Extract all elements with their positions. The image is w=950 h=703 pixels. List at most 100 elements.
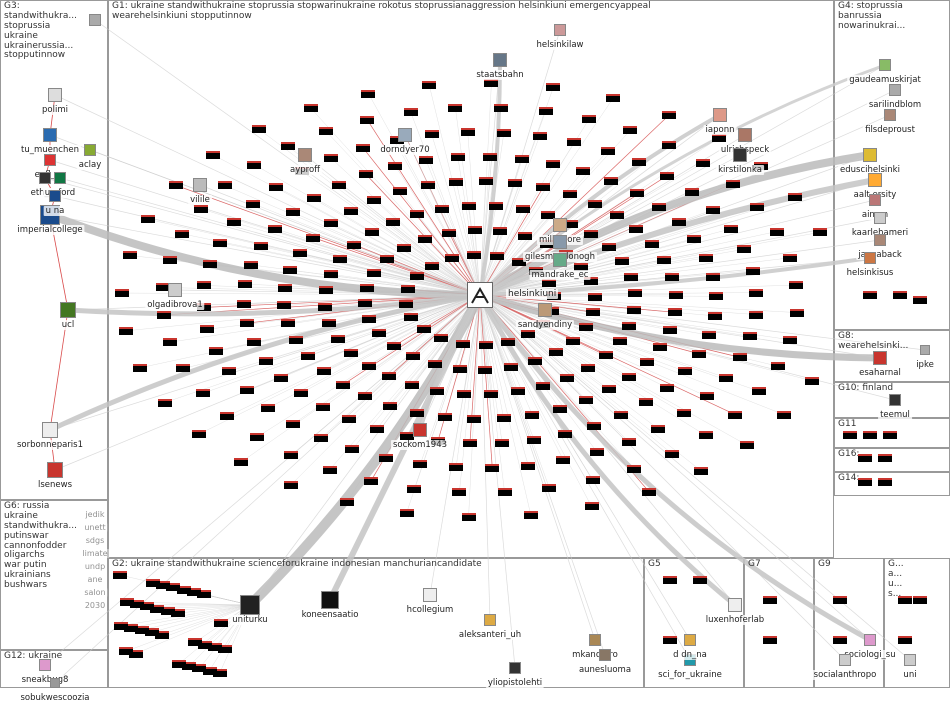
spiral-node[interactable]: [576, 167, 590, 175]
spiral-node[interactable]: [604, 177, 618, 185]
node-gilesmacdonogh[interactable]: [553, 235, 567, 249]
spiral-node[interactable]: [222, 367, 236, 375]
spiral-node[interactable]: [484, 390, 498, 398]
spiral-node[interactable]: [158, 399, 172, 407]
spiral-node[interactable]: [284, 481, 298, 489]
spiral-node[interactable]: [501, 338, 515, 346]
node-aunesluoma[interactable]: [599, 649, 611, 661]
spiral-node[interactable]: [652, 203, 666, 211]
spiral-node[interactable]: [624, 273, 638, 281]
spiral-node[interactable]: [435, 205, 449, 213]
spiral-node[interactable]: [422, 81, 436, 89]
spiral-node[interactable]: [630, 189, 644, 197]
spiral-node[interactable]: [539, 107, 553, 115]
spiral-node[interactable]: [706, 273, 720, 281]
spiral-node[interactable]: [234, 458, 248, 466]
spiral-node[interactable]: [660, 172, 674, 180]
spiral-node[interactable]: [581, 364, 595, 372]
spiral-node[interactable]: [194, 205, 208, 213]
spiral-node[interactable]: [286, 208, 300, 216]
mini-node[interactable]: [858, 454, 872, 462]
spiral-node[interactable]: [324, 219, 338, 227]
spiral-node[interactable]: [356, 144, 370, 152]
spiral-node[interactable]: [278, 284, 292, 292]
g2-node[interactable]: [113, 571, 127, 579]
spiral-node[interactable]: [203, 260, 217, 268]
spiral-node[interactable]: [542, 279, 556, 287]
node-ipke[interactable]: [920, 345, 930, 355]
node-gaudeamuskirjat[interactable]: [879, 59, 891, 71]
spiral-node[interactable]: [587, 422, 601, 430]
spiral-node[interactable]: [445, 254, 459, 262]
spiral-node[interactable]: [237, 300, 251, 308]
spiral-node[interactable]: [737, 245, 751, 253]
spiral-node[interactable]: [525, 411, 539, 419]
node-center-helsinkiuni[interactable]: [467, 282, 493, 308]
spiral-node[interactable]: [622, 438, 636, 446]
mini-node[interactable]: [913, 596, 927, 604]
spiral-node[interactable]: [344, 349, 358, 357]
spiral-node[interactable]: [361, 90, 375, 98]
spiral-node[interactable]: [401, 285, 415, 293]
spiral-node[interactable]: [281, 319, 295, 327]
node-imperialcollege[interactable]: [40, 205, 60, 225]
spiral-node[interactable]: [347, 241, 361, 249]
node-uni9[interactable]: [904, 654, 916, 666]
spiral-node[interactable]: [485, 464, 499, 472]
spiral-node[interactable]: [699, 431, 713, 439]
spiral-node[interactable]: [463, 439, 477, 447]
spiral-node[interactable]: [304, 104, 318, 112]
mini-node[interactable]: [898, 596, 912, 604]
spiral-node[interactable]: [364, 477, 378, 485]
spiral-node[interactable]: [399, 300, 413, 308]
spiral-node[interactable]: [660, 384, 674, 392]
spiral-node[interactable]: [407, 485, 421, 493]
node-hcollegium[interactable]: [423, 588, 437, 602]
spiral-node[interactable]: [642, 488, 656, 496]
spiral-node[interactable]: [244, 261, 258, 269]
spiral-node[interactable]: [133, 364, 147, 372]
spiral-node[interactable]: [269, 183, 283, 191]
node-aclay[interactable]: [84, 144, 96, 156]
spiral-node[interactable]: [672, 218, 686, 226]
node-aleksanteri_uh[interactable]: [484, 614, 496, 626]
spiral-node[interactable]: [602, 243, 616, 251]
spiral-node[interactable]: [478, 366, 492, 374]
spiral-node[interactable]: [382, 372, 396, 380]
spiral-node[interactable]: [410, 272, 424, 280]
spiral-node[interactable]: [783, 254, 797, 262]
spiral-node[interactable]: [590, 448, 604, 456]
spiral-node[interactable]: [388, 162, 402, 170]
spiral-node[interactable]: [588, 200, 602, 208]
spiral-node[interactable]: [365, 228, 379, 236]
node-yliopistolehti[interactable]: [509, 662, 521, 674]
spiral-node[interactable]: [512, 258, 526, 266]
spiral-node[interactable]: [542, 484, 556, 492]
spiral-node[interactable]: [651, 425, 665, 433]
spiral-node[interactable]: [521, 462, 535, 470]
spiral-node[interactable]: [425, 130, 439, 138]
spiral-node[interactable]: [192, 430, 206, 438]
spiral-node[interactable]: [319, 286, 333, 294]
spiral-node[interactable]: [498, 488, 512, 496]
spiral-node[interactable]: [489, 202, 503, 210]
spiral-node[interactable]: [610, 211, 624, 219]
spiral-node[interactable]: [220, 412, 234, 420]
spiral-node[interactable]: [428, 360, 442, 368]
spiral-node[interactable]: [585, 502, 599, 510]
spiral-node[interactable]: [606, 94, 620, 102]
mini-node[interactable]: [763, 596, 777, 604]
spiral-node[interactable]: [584, 277, 598, 285]
spiral-node[interactable]: [613, 337, 627, 345]
spiral-node[interactable]: [640, 358, 654, 366]
spiral-node[interactable]: [462, 513, 476, 521]
spiral-node[interactable]: [380, 255, 394, 263]
spiral-node[interactable]: [579, 396, 593, 404]
spiral-node[interactable]: [123, 251, 137, 259]
spiral-node[interactable]: [467, 415, 481, 423]
spiral-node[interactable]: [490, 252, 504, 260]
spiral-node[interactable]: [206, 151, 220, 159]
node-jaanaback[interactable]: [874, 234, 886, 246]
spiral-node[interactable]: [582, 115, 596, 123]
spiral-node[interactable]: [623, 126, 637, 134]
